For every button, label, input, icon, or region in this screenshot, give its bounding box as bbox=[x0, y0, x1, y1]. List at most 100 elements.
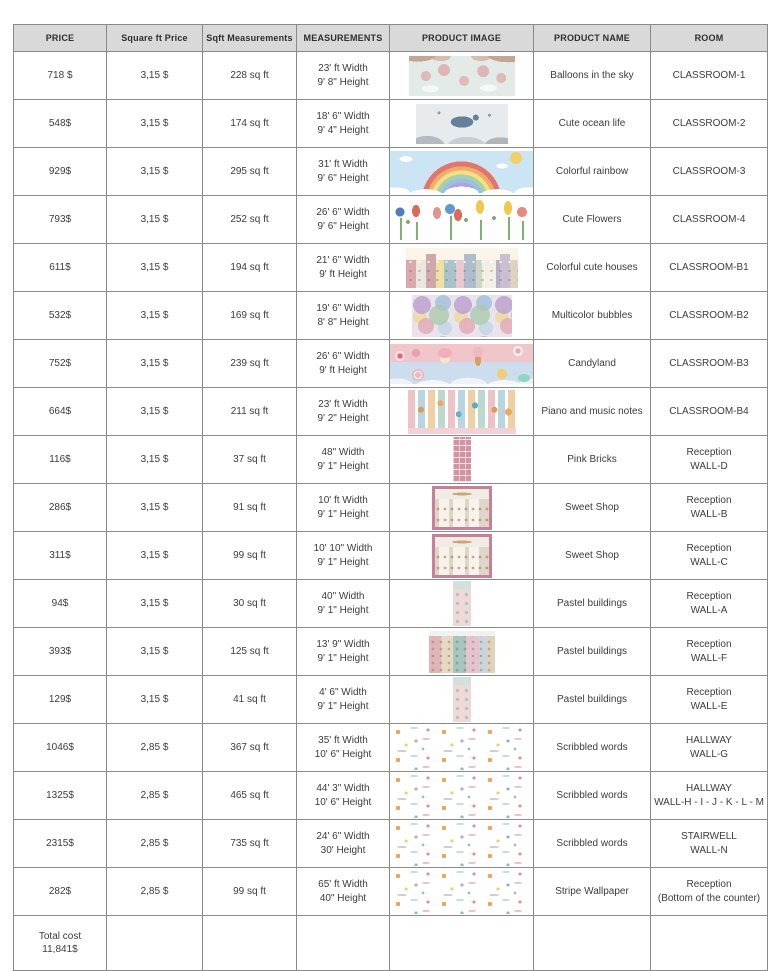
measurements-cell-line: 9' 6" Height bbox=[317, 172, 369, 184]
pink-bricks-strip-image bbox=[452, 437, 471, 482]
measurements-cell-line: 13' 9" Width bbox=[316, 639, 370, 650]
price-cell: 2315$ bbox=[13, 819, 107, 868]
table-row: 1325$ 2,85 $465 sq ft 44' 3" Width 10' 6" H… bbox=[13, 771, 768, 820]
room-cell-line: Reception bbox=[686, 495, 732, 506]
column-header-product-image: PRODUCT IMAGE bbox=[389, 24, 534, 52]
measurements-cell-line: 9' 4" Height bbox=[317, 124, 369, 136]
room-cell-line: Reception bbox=[686, 543, 732, 554]
wallpaper-pricing-sheet: PRICE Square ft Price Sqft Measurements MEA… bbox=[13, 24, 768, 971]
sqft-price-cell: 3,15 $ bbox=[106, 531, 203, 580]
product-name-cell: Pastel buildings bbox=[533, 579, 651, 628]
room-cell: Reception WALL-B bbox=[650, 483, 768, 532]
sqft-price-cell: 3,15 $ bbox=[106, 99, 203, 148]
room-cell-line: HALLWAY bbox=[686, 735, 732, 746]
measurements-cell-line: 9' ft Height bbox=[319, 364, 367, 376]
measurements-cell-line: 10' ft Width bbox=[318, 495, 368, 506]
sqft-measurements-cell: 367 sq ft bbox=[202, 723, 297, 772]
product-name-cell: Sweet Shop bbox=[533, 531, 651, 580]
measurements-cell-line: 30' Height bbox=[320, 844, 366, 856]
sqft-measurements-cell: 91 sq ft bbox=[202, 483, 297, 532]
product-image-cell bbox=[389, 387, 534, 436]
table-row: 311$ 3,15 $99 sq ft 10' 10" Width 9' 1" Hei… bbox=[13, 531, 768, 580]
sqft-price-cell: 3,15 $ bbox=[106, 339, 203, 388]
sqft-price-cell: 3,15 $ bbox=[106, 579, 203, 628]
price-cell: 1046$ bbox=[13, 723, 107, 772]
sqft-price-cell: 3,15 $ bbox=[106, 483, 203, 532]
measurements-cell-line: 31' ft Width bbox=[318, 159, 368, 170]
measurements-cell-line: 9' 1" Height bbox=[317, 460, 369, 472]
sqft-measurements-cell: 194 sq ft bbox=[202, 243, 297, 292]
product-name-cell: Colorful cute houses bbox=[533, 243, 651, 292]
houses-mural-image bbox=[405, 247, 518, 288]
price-cell: 532$ bbox=[13, 291, 107, 340]
measurements-cell-line: 9' 8" Height bbox=[317, 76, 369, 88]
balloons-mural-image bbox=[408, 55, 515, 96]
table-body: 718 $3,15 $228 sq ft 23' ft Width 9' 8" He… bbox=[13, 51, 768, 971]
sqft-measurements-cell: 228 sq ft bbox=[202, 51, 297, 100]
measurements-cell: 44' 3" Width 10' 6" Height bbox=[296, 771, 390, 820]
measurements-cell-line: 40" Height bbox=[319, 892, 367, 904]
room-cell: CLASSROOM-B4 bbox=[650, 387, 768, 436]
product-image-cell bbox=[389, 435, 534, 484]
product-image-cell bbox=[389, 819, 534, 868]
measurements-cell-line: 23' ft Width bbox=[318, 399, 368, 410]
room-cell-line: CLASSROOM-1 bbox=[672, 69, 746, 81]
room-cell-line: WALL-F bbox=[690, 652, 728, 664]
measurements-cell: 23' ft Width 9' 2" Height bbox=[296, 387, 390, 436]
table-row: 282$ 2,85 $99 sq ft 65' ft Width 40" Height… bbox=[13, 867, 768, 916]
header-row: PRICE Square ft Price Sqft Measurements MEA… bbox=[13, 24, 768, 52]
price-cell: 94$ bbox=[13, 579, 107, 628]
sqft-measurements-cell: 99 sq ft bbox=[202, 867, 297, 916]
product-name-cell: Sweet Shop bbox=[533, 483, 651, 532]
building-narrow-image bbox=[452, 581, 471, 626]
room-cell: CLASSROOM-B3 bbox=[650, 339, 768, 388]
product-image-cell bbox=[389, 867, 534, 916]
product-name-cell: Multicolor bubbles bbox=[533, 291, 651, 340]
table-row: 2315$ 2,85 $735 sq ft 24' 6" Width 30' Heig… bbox=[13, 819, 768, 868]
measurements-cell-line: 9' 1" Height bbox=[317, 652, 369, 664]
measurements-cell: 24' 6" Width 30' Height bbox=[296, 819, 390, 868]
candyland-mural-image bbox=[390, 343, 533, 384]
room-cell: CLASSROOM-1 bbox=[650, 51, 768, 100]
sqft-measurements-cell: 252 sq ft bbox=[202, 195, 297, 244]
table-row: 752$ 3,15 $239 sq ft 26' 6" Width 9' ft Hei… bbox=[13, 339, 768, 388]
table-header: PRICE Square ft Price Sqft Measurements MEA… bbox=[13, 24, 768, 52]
room-cell: STAIRWELL WALL-N bbox=[650, 819, 768, 868]
measurements-cell: 26' 6" Width 9' 6" Height bbox=[296, 195, 390, 244]
room-cell: CLASSROOM-2 bbox=[650, 99, 768, 148]
room-cell-line: CLASSROOM-B2 bbox=[669, 309, 749, 321]
table-row: 393$ 3,15 $125 sq ft 13' 9" Width 9' 1" Hei… bbox=[13, 627, 768, 676]
sqft-price-cell: 3,15 $ bbox=[106, 147, 203, 196]
measurements-cell: 40" Width 9' 1" Height bbox=[296, 579, 390, 628]
stripe-wallpaper-mural-image bbox=[390, 869, 533, 914]
measurements-cell: 13' 9" Width 9' 1" Height bbox=[296, 627, 390, 676]
table-row: 793$ 3,15 $252 sq ft 26' 6" Width 9' 6" Hei… bbox=[13, 195, 768, 244]
sweet-shop-front-image bbox=[431, 485, 492, 530]
room-cell-line: WALL-A bbox=[690, 604, 728, 616]
product-image-cell bbox=[389, 723, 534, 772]
room-cell-line: Reception bbox=[686, 687, 732, 698]
measurements-cell-line: 9' 6" Height bbox=[317, 220, 369, 232]
sqft-price-cell: 3,15 $ bbox=[106, 243, 203, 292]
building-narrow-image bbox=[452, 677, 471, 722]
product-image-cell bbox=[389, 291, 534, 340]
room-cell: Reception WALL-A bbox=[650, 579, 768, 628]
room-cell-line: (Bottom of the counter) bbox=[657, 892, 761, 904]
product-name-cell: Pastel buildings bbox=[533, 627, 651, 676]
product-image-cell bbox=[389, 243, 534, 292]
room-cell: Reception WALL-E bbox=[650, 675, 768, 724]
table-row: 116$ 3,15 $37 sq ft 48" Width 9' 1" Height P… bbox=[13, 435, 768, 484]
measurements-cell: 35' ft Width 10' 6" Height bbox=[296, 723, 390, 772]
sqft-measurements-cell: 41 sq ft bbox=[202, 675, 297, 724]
flowers-mural-image bbox=[390, 199, 533, 240]
room-cell-line: WALL-C bbox=[690, 556, 728, 568]
measurements-cell-line: 9' ft Height bbox=[319, 268, 367, 280]
sqft-price-cell: 2,85 $ bbox=[106, 723, 203, 772]
room-cell-line: CLASSROOM-B3 bbox=[669, 357, 749, 369]
room-cell-line: CLASSROOM-4 bbox=[672, 213, 746, 225]
room-cell: CLASSROOM-B2 bbox=[650, 291, 768, 340]
product-image-cell bbox=[389, 771, 534, 820]
product-image-cell bbox=[389, 675, 534, 724]
sqft-measurements-cell: 30 sq ft bbox=[202, 579, 297, 628]
measurements-cell-line: 9' 1" Height bbox=[317, 556, 369, 568]
